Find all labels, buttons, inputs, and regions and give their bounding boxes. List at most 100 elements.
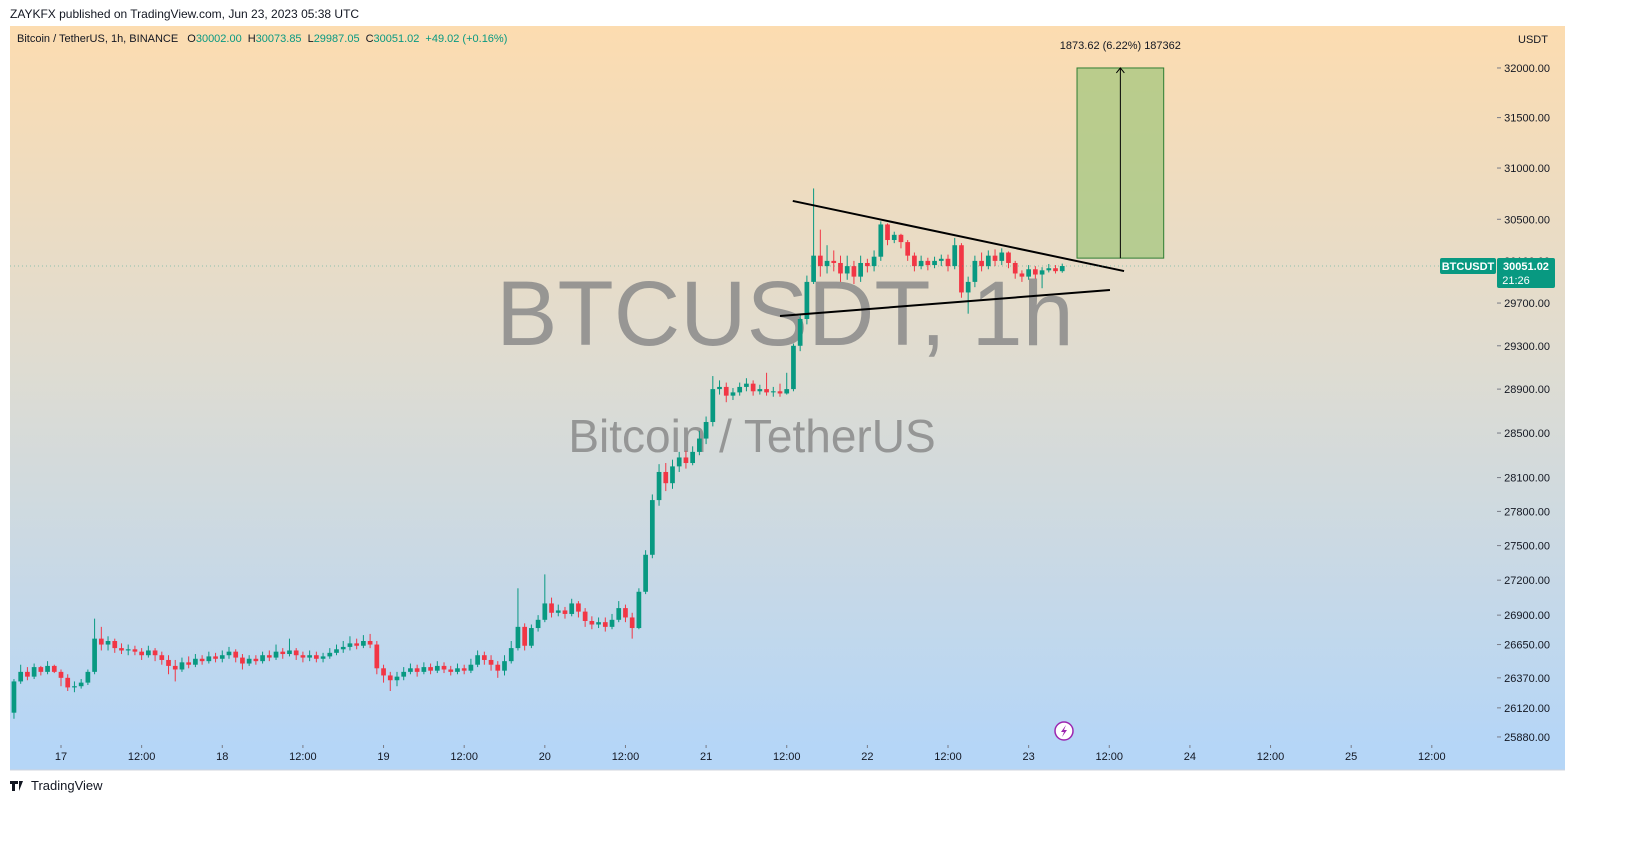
candle-body xyxy=(428,667,433,671)
candle-body xyxy=(697,438,702,452)
candle-body xyxy=(266,655,272,658)
x-tick-label: 12:00 xyxy=(1418,751,1446,763)
candle-body xyxy=(777,391,783,394)
candle-body xyxy=(784,389,790,394)
candle-body xyxy=(448,669,454,672)
candle-body xyxy=(246,658,252,664)
price-tag xyxy=(1497,258,1555,289)
candle-body xyxy=(421,667,427,672)
candle-body xyxy=(690,451,696,464)
y-tick-label: 29300.00 xyxy=(1504,341,1550,353)
candle-body xyxy=(58,671,64,678)
candle-body xyxy=(629,617,635,629)
candle-body xyxy=(703,421,709,439)
candle-body xyxy=(838,262,843,274)
candle-body xyxy=(824,260,830,267)
candle-body xyxy=(791,345,796,390)
candle-body xyxy=(414,668,420,672)
candle-body xyxy=(213,656,218,659)
candle-body xyxy=(387,675,393,681)
candle-body xyxy=(172,665,178,670)
candle-body xyxy=(132,649,138,652)
candle-body xyxy=(945,258,951,267)
candle-body xyxy=(744,383,749,387)
publisher: ZAYKFX published on TradingView.com, Jun… xyxy=(10,7,359,21)
x-tick-label: 12:00 xyxy=(1096,751,1124,763)
brand: TradingView xyxy=(31,778,103,793)
candle-body xyxy=(636,591,642,629)
candle-body xyxy=(938,258,944,261)
candle-body xyxy=(481,655,487,660)
x-tick-label: 18 xyxy=(216,751,228,763)
candle-body xyxy=(817,255,823,267)
candle-body xyxy=(72,686,77,688)
candle-body xyxy=(193,658,198,665)
candle-body xyxy=(441,665,447,670)
candle-body xyxy=(240,657,245,664)
candle-body xyxy=(811,255,816,282)
candle-body xyxy=(455,668,460,672)
candle-body xyxy=(992,255,998,261)
candle-body xyxy=(602,622,608,627)
y-tick-label: 28500.00 xyxy=(1504,428,1550,440)
candle-body xyxy=(206,656,212,662)
candle-body xyxy=(1006,252,1011,263)
candle-body xyxy=(361,641,366,646)
candle-body xyxy=(166,659,171,666)
candle-body xyxy=(555,610,561,613)
candle-body xyxy=(623,608,628,618)
candle-body xyxy=(226,651,232,656)
candle-body xyxy=(918,260,924,267)
candle-body xyxy=(186,662,192,665)
candle-body xyxy=(327,652,333,657)
candle-body xyxy=(952,245,958,267)
candle-body xyxy=(354,643,360,646)
candle-body xyxy=(925,260,931,266)
candle-body xyxy=(219,655,225,659)
candle-body xyxy=(589,620,595,625)
candle-body xyxy=(25,671,30,677)
candle-body xyxy=(529,628,534,646)
y-tick-label: 32000.00 xyxy=(1504,63,1550,75)
candle-body xyxy=(18,671,24,682)
watermark-title: BTCUSDT, 1h xyxy=(496,263,1074,365)
candle-body xyxy=(549,603,554,613)
y-tick-label: 30500.00 xyxy=(1504,214,1550,226)
candle-body xyxy=(797,319,803,346)
candle-body xyxy=(663,471,669,484)
legend-key: L xyxy=(307,33,314,45)
y-tick-label: 31500.00 xyxy=(1504,113,1550,125)
candle-body xyxy=(898,234,904,243)
projection-arrowhead xyxy=(1115,67,1125,74)
candle-body xyxy=(1053,268,1058,272)
candle-body xyxy=(146,650,151,656)
candle-body xyxy=(92,638,97,672)
candle-body xyxy=(31,667,37,677)
marks: 25880.00 26120.00 26370.00 26650.00 26900.00… xyxy=(10,40,1555,763)
x-tick-label: 25 xyxy=(1345,751,1357,763)
candle-body xyxy=(844,266,850,274)
y-tick-label: 27800.00 xyxy=(1504,506,1550,518)
candle-body xyxy=(179,662,185,670)
alert-icon[interactable] xyxy=(1054,721,1074,741)
legend-key: C xyxy=(365,33,374,45)
symbol-tag xyxy=(1440,258,1496,275)
candle-body xyxy=(885,224,890,241)
candle-body xyxy=(300,655,306,658)
candle-body xyxy=(683,457,689,464)
x-tick-label: 12:00 xyxy=(128,751,156,763)
candle-body xyxy=(11,681,17,713)
candle-body xyxy=(865,262,870,267)
candle-body xyxy=(1046,268,1052,271)
y-tick-label: 26900.00 xyxy=(1504,610,1550,622)
time-scale xyxy=(10,745,1565,770)
candle-body xyxy=(334,649,339,653)
candle-body xyxy=(609,619,615,627)
candle-body xyxy=(676,457,682,467)
legend-key: O xyxy=(187,33,196,45)
y-tick-label: 27500.00 xyxy=(1504,541,1550,553)
logo[interactable] xyxy=(10,781,23,791)
candle-body xyxy=(851,266,857,277)
symbol-line: Bitcoin / TetherUS, 1h, BINANCE xyxy=(17,33,179,45)
